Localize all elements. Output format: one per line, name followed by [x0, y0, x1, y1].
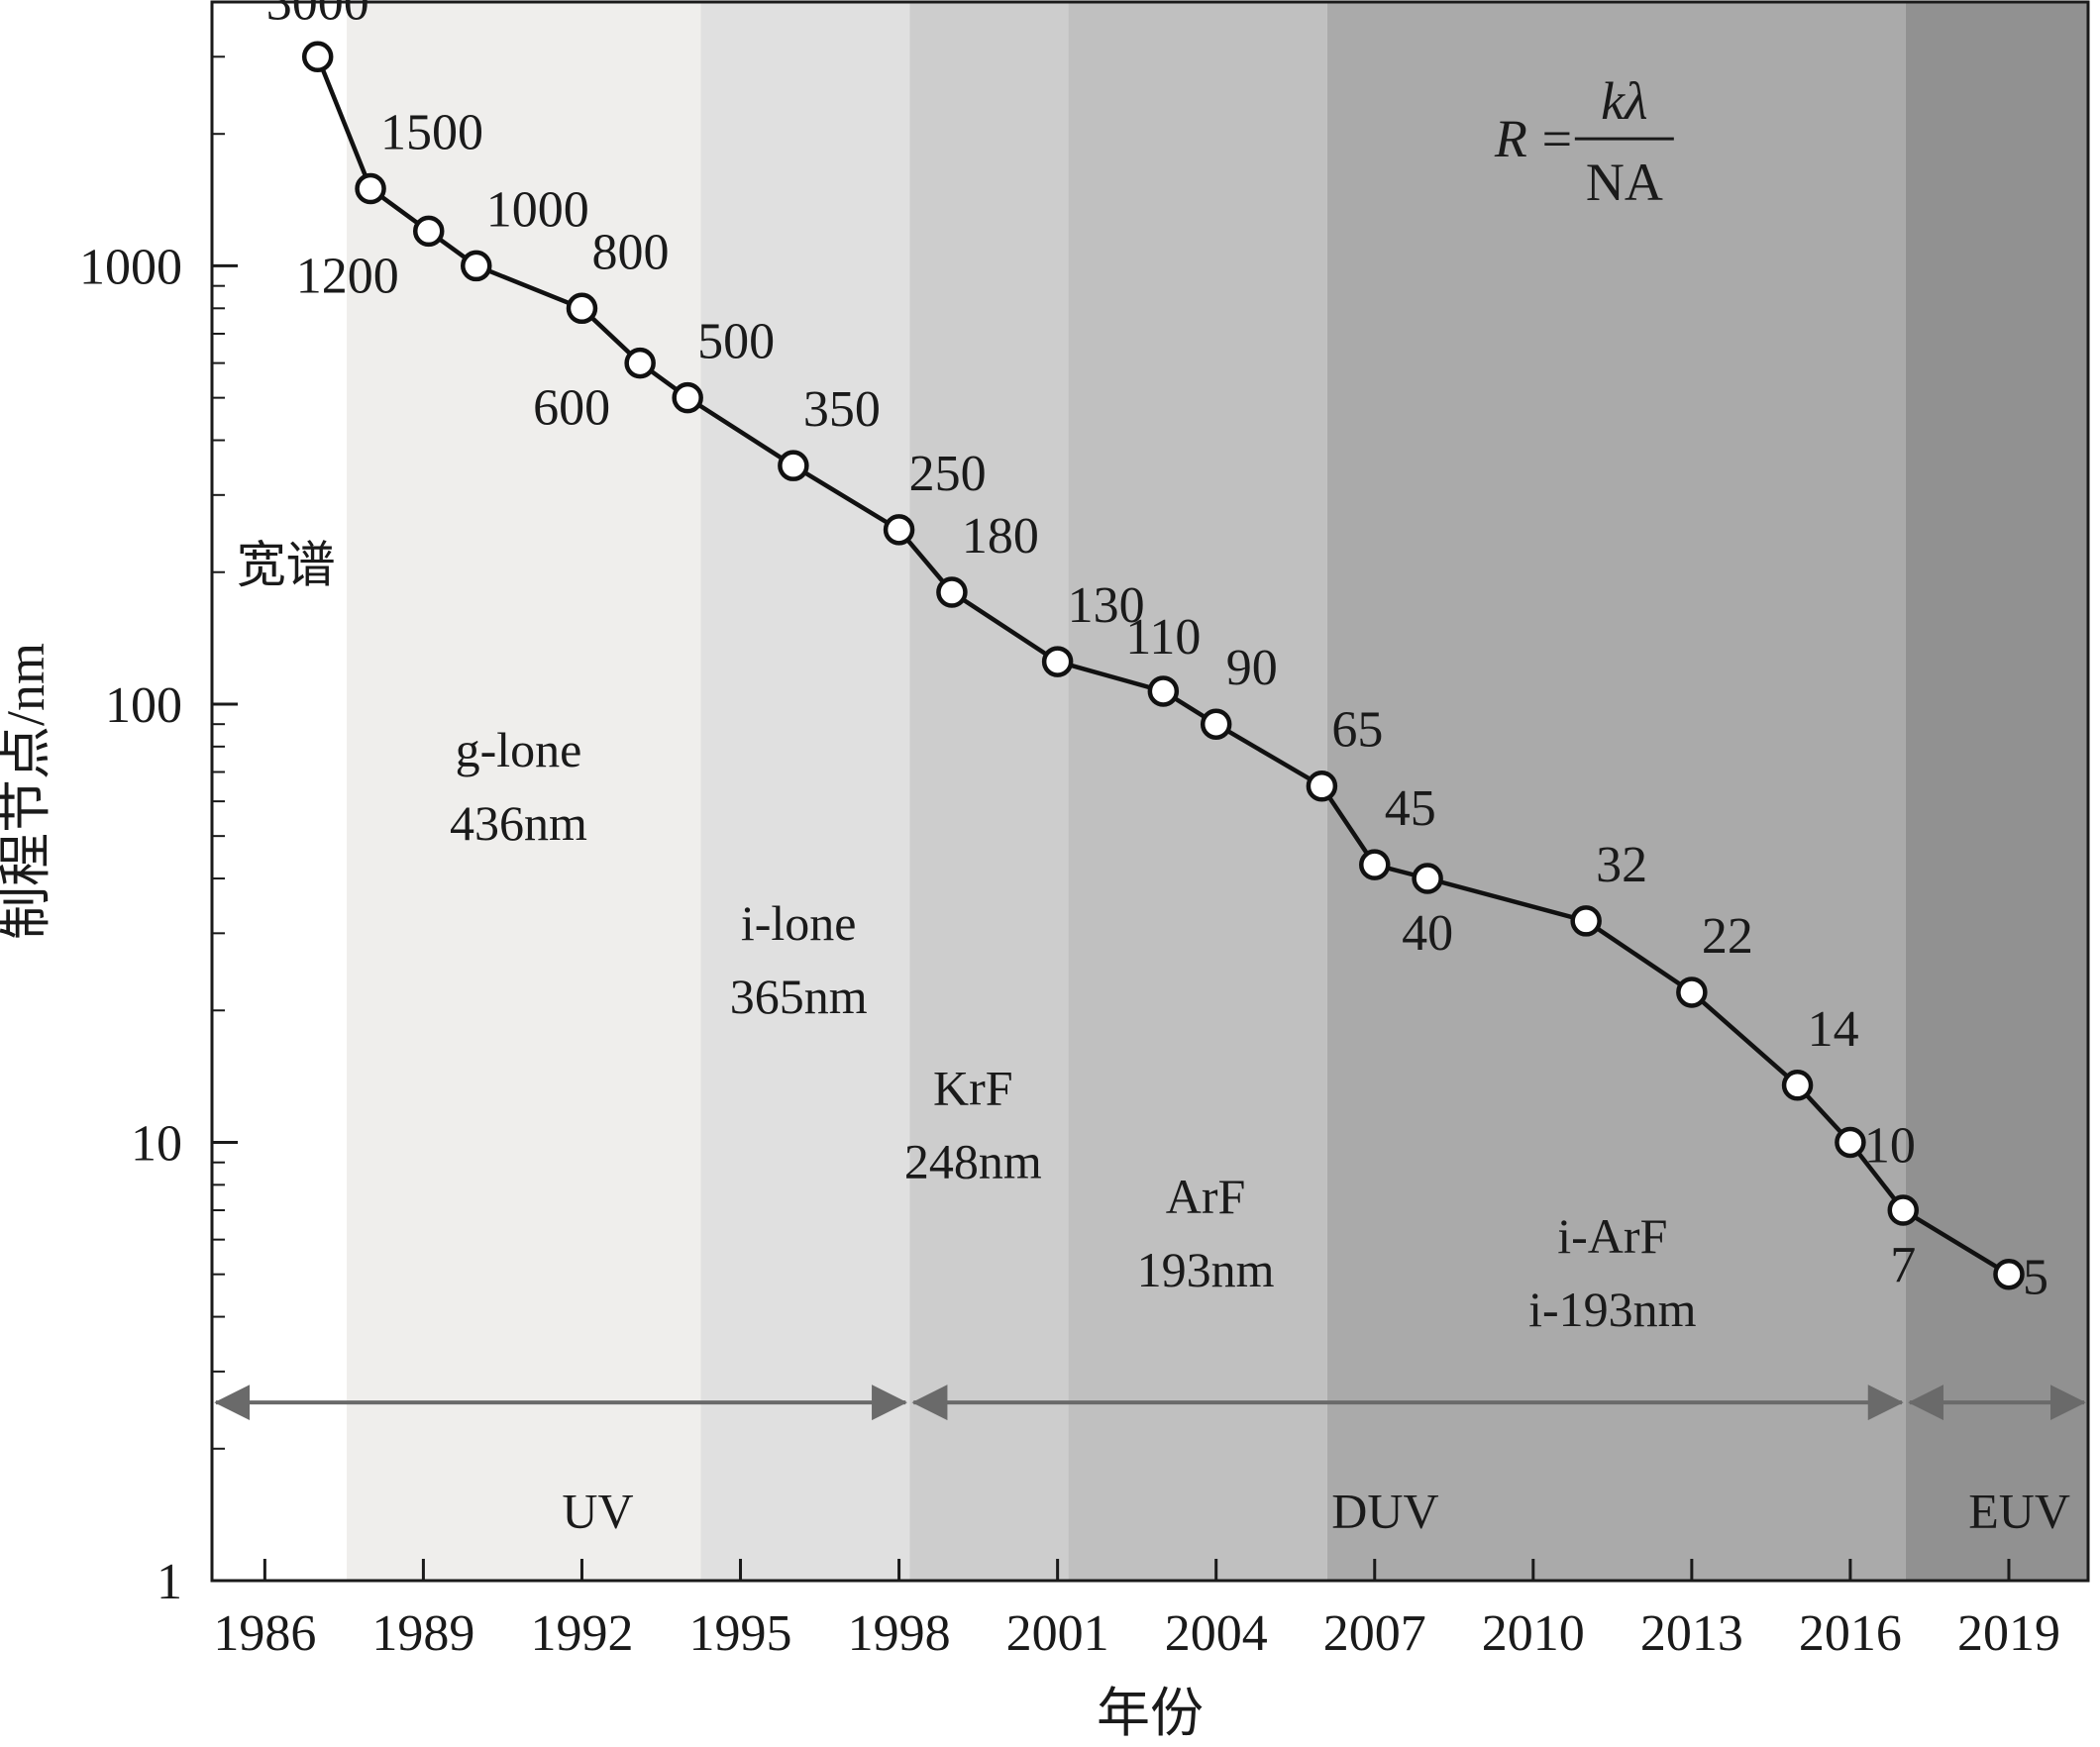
x-tick-label-2016: 2016: [1799, 1605, 1902, 1662]
data-point-130: [1041, 646, 1074, 677]
point-label-7: 7: [1890, 1237, 1916, 1293]
data-point-180: [936, 576, 968, 608]
point-label-250: 250: [909, 446, 987, 502]
plot-frame: [210, 0, 2090, 1583]
x-tick-label-2007: 2007: [1323, 1605, 1426, 1662]
data-point-1500: [355, 172, 386, 205]
band-label-0-line-0: 宽谱: [237, 538, 336, 593]
band-label-4-line-0: ArF: [1166, 1169, 1246, 1224]
point-label-32: 32: [1596, 837, 1647, 893]
point-label-22: 22: [1702, 908, 1753, 965]
formula-lhs: R: [1494, 109, 1527, 168]
band-label-1-line-1: 436nm: [450, 795, 587, 851]
band-label-2-line-0: i-lone: [741, 895, 857, 951]
formula-numerator: kλ: [1601, 71, 1647, 131]
y-axis-title: 制程节点/nm: [0, 643, 55, 940]
point-label-130: 130: [1068, 577, 1145, 634]
resolution-formula: R = kλ NA: [1494, 71, 1674, 212]
band-band: [212, 2, 348, 1581]
band-krf-248nm: [909, 2, 1069, 1581]
point-label-90: 90: [1226, 640, 1278, 696]
axes-layer: 1986 1989 1992 1995 1998 2001 2004 2007 2010 2013…: [79, 0, 2090, 1662]
formula-equals: =: [1542, 109, 1572, 168]
point-label-800: 800: [591, 224, 669, 280]
data-point-1200: [412, 215, 445, 248]
series-line: [315, 55, 2011, 1277]
range-label-uv: UV: [562, 1484, 633, 1539]
y-tick-label-1000: 1000: [79, 239, 182, 295]
x-axis-title: 年份: [1097, 1684, 1204, 1743]
series-layer: [301, 41, 2025, 1290]
point-label-14: 14: [1808, 1001, 1859, 1058]
point-label-110: 110: [1125, 609, 1201, 666]
y-tick-label-10: 10: [131, 1115, 182, 1172]
point-label-350: 350: [803, 381, 881, 438]
x-tick-label-1986: 1986: [213, 1605, 316, 1662]
point-label-500: 500: [697, 314, 775, 370]
band-g-lone-436nm: [347, 2, 701, 1581]
formula-denominator: NA: [1586, 153, 1663, 212]
range-label-duv: DUV: [1331, 1484, 1438, 1539]
data-point-7: [1887, 1194, 1920, 1226]
point-label-45: 45: [1385, 780, 1436, 837]
data-point-1000: [461, 250, 492, 282]
point-label-180: 180: [962, 508, 1039, 565]
data-point-500: [672, 381, 703, 414]
data-point-22: [1676, 976, 1708, 1008]
data-point-350: [778, 450, 809, 481]
data-point-3000: [301, 41, 334, 73]
x-tick-label-2001: 2001: [1006, 1605, 1109, 1662]
point-label-5: 5: [2023, 1250, 2048, 1306]
band-euv: [1905, 2, 2088, 1581]
point-label-40: 40: [1402, 905, 1453, 962]
band-label-4-line-1: 193nm: [1137, 1242, 1275, 1297]
range-arrow-layer: UV DUV EUV: [214, 1385, 2086, 1539]
band-label-3-line-0: KrF: [933, 1060, 1013, 1115]
band-label-1-line-0: g-lone: [456, 722, 582, 777]
data-point-110: [1147, 675, 1180, 707]
band-label-5-line-0: i-ArF: [1557, 1208, 1667, 1264]
data-point-90: [1200, 708, 1232, 740]
point-label-1000: 1000: [486, 181, 589, 238]
band-label-2-line-1: 365nm: [730, 969, 868, 1024]
point-label-65: 65: [1331, 702, 1383, 759]
data-point-32: [1570, 905, 1602, 937]
x-tick-label-2013: 2013: [1640, 1605, 1743, 1662]
x-tick-label-2019: 2019: [1957, 1605, 2060, 1662]
data-point-40: [1412, 863, 1443, 894]
x-tick-label-2004: 2004: [1165, 1605, 1268, 1662]
point-label-600: 600: [533, 380, 610, 437]
band-layer: [212, 2, 2088, 1581]
data-point-600: [624, 347, 656, 379]
point-label-1200: 1200: [296, 248, 399, 304]
y-tick-label-100: 100: [105, 677, 182, 734]
x-tick-label-2010: 2010: [1482, 1605, 1585, 1662]
data-point-45: [1358, 849, 1391, 880]
band-label-layer: 宽谱 g-lone 436nm i-lone 365nm KrF 248nm ArF 193nm…: [237, 538, 1697, 1337]
point-label-3000: 3000: [266, 0, 369, 31]
data-point-250: [883, 514, 915, 546]
range-label-euv: EUV: [1968, 1484, 2070, 1539]
point-label-10: 10: [1864, 1117, 1916, 1174]
band-label-3-line-1: 248nm: [904, 1133, 1042, 1188]
data-point-14: [1781, 1070, 1814, 1101]
band-i-arf-i-193nm: [1326, 2, 1906, 1581]
x-tick-label-1995: 1995: [689, 1605, 792, 1662]
band-i-lone-365nm: [700, 2, 910, 1581]
data-point-5: [1993, 1258, 2025, 1290]
x-tick-label-1992: 1992: [530, 1605, 633, 1662]
data-point-65: [1306, 770, 1338, 802]
band-arf-193nm: [1068, 2, 1327, 1581]
point-label-1500: 1500: [380, 105, 483, 161]
x-tick-label-1998: 1998: [848, 1605, 951, 1662]
y-tick-label-1: 1: [157, 1554, 182, 1610]
band-label-5-line-1: i-193nm: [1528, 1282, 1697, 1337]
data-point-800: [566, 292, 598, 325]
data-point-10: [1835, 1126, 1866, 1159]
x-tick-label-1989: 1989: [371, 1605, 474, 1662]
